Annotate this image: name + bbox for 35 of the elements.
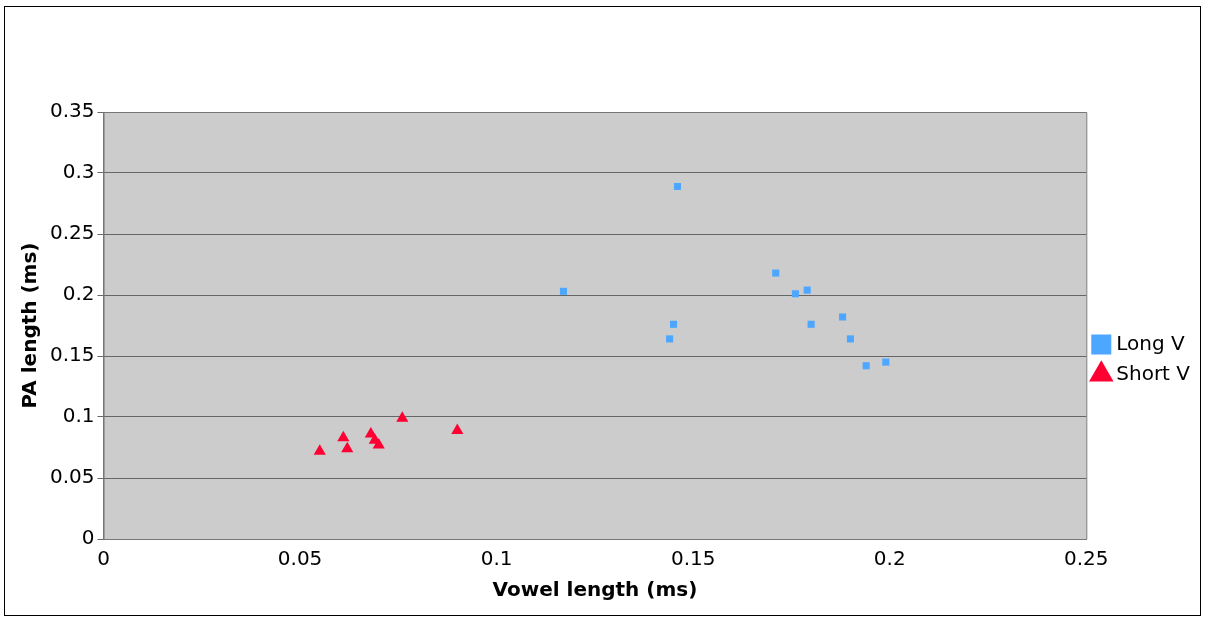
point <box>772 269 780 277</box>
y-tick-label: 0 <box>81 525 95 550</box>
point <box>791 290 799 298</box>
y-tick-label: 0.35 <box>50 98 95 123</box>
point <box>341 441 354 453</box>
point <box>882 358 890 366</box>
x-axis-title: Vowel length (ms) <box>492 577 698 602</box>
point <box>313 444 326 455</box>
point <box>803 286 811 294</box>
x-tick-label: 0.05 <box>277 546 323 571</box>
y-tick-label: 0.1 <box>62 403 95 428</box>
y-axis-title: PA length (ms) <box>17 242 42 409</box>
point <box>862 362 870 370</box>
point <box>451 423 464 434</box>
point <box>839 313 847 321</box>
y-tick-label: 0.05 <box>50 464 95 489</box>
y-tick-label: 0.15 <box>50 342 95 367</box>
point <box>559 287 567 295</box>
point <box>666 335 674 343</box>
point <box>846 335 854 343</box>
point <box>337 430 350 442</box>
x-tick-label: 0.15 <box>670 546 716 571</box>
y-tick-label: 0.25 <box>50 220 95 245</box>
point <box>372 438 385 449</box>
point <box>673 182 681 190</box>
x-tick-label: 0.25 <box>1064 546 1109 571</box>
x-tick-label: 0.2 <box>873 546 906 571</box>
legend-label: Short V <box>1116 360 1191 385</box>
point <box>396 411 409 422</box>
legend-label: Long V <box>1116 330 1186 355</box>
y-tick-label: 0.3 <box>62 159 95 184</box>
y-tick-label: 0.2 <box>62 281 95 306</box>
point <box>807 320 815 328</box>
point <box>670 320 678 328</box>
x-tick-label: 0.1 <box>480 546 513 571</box>
